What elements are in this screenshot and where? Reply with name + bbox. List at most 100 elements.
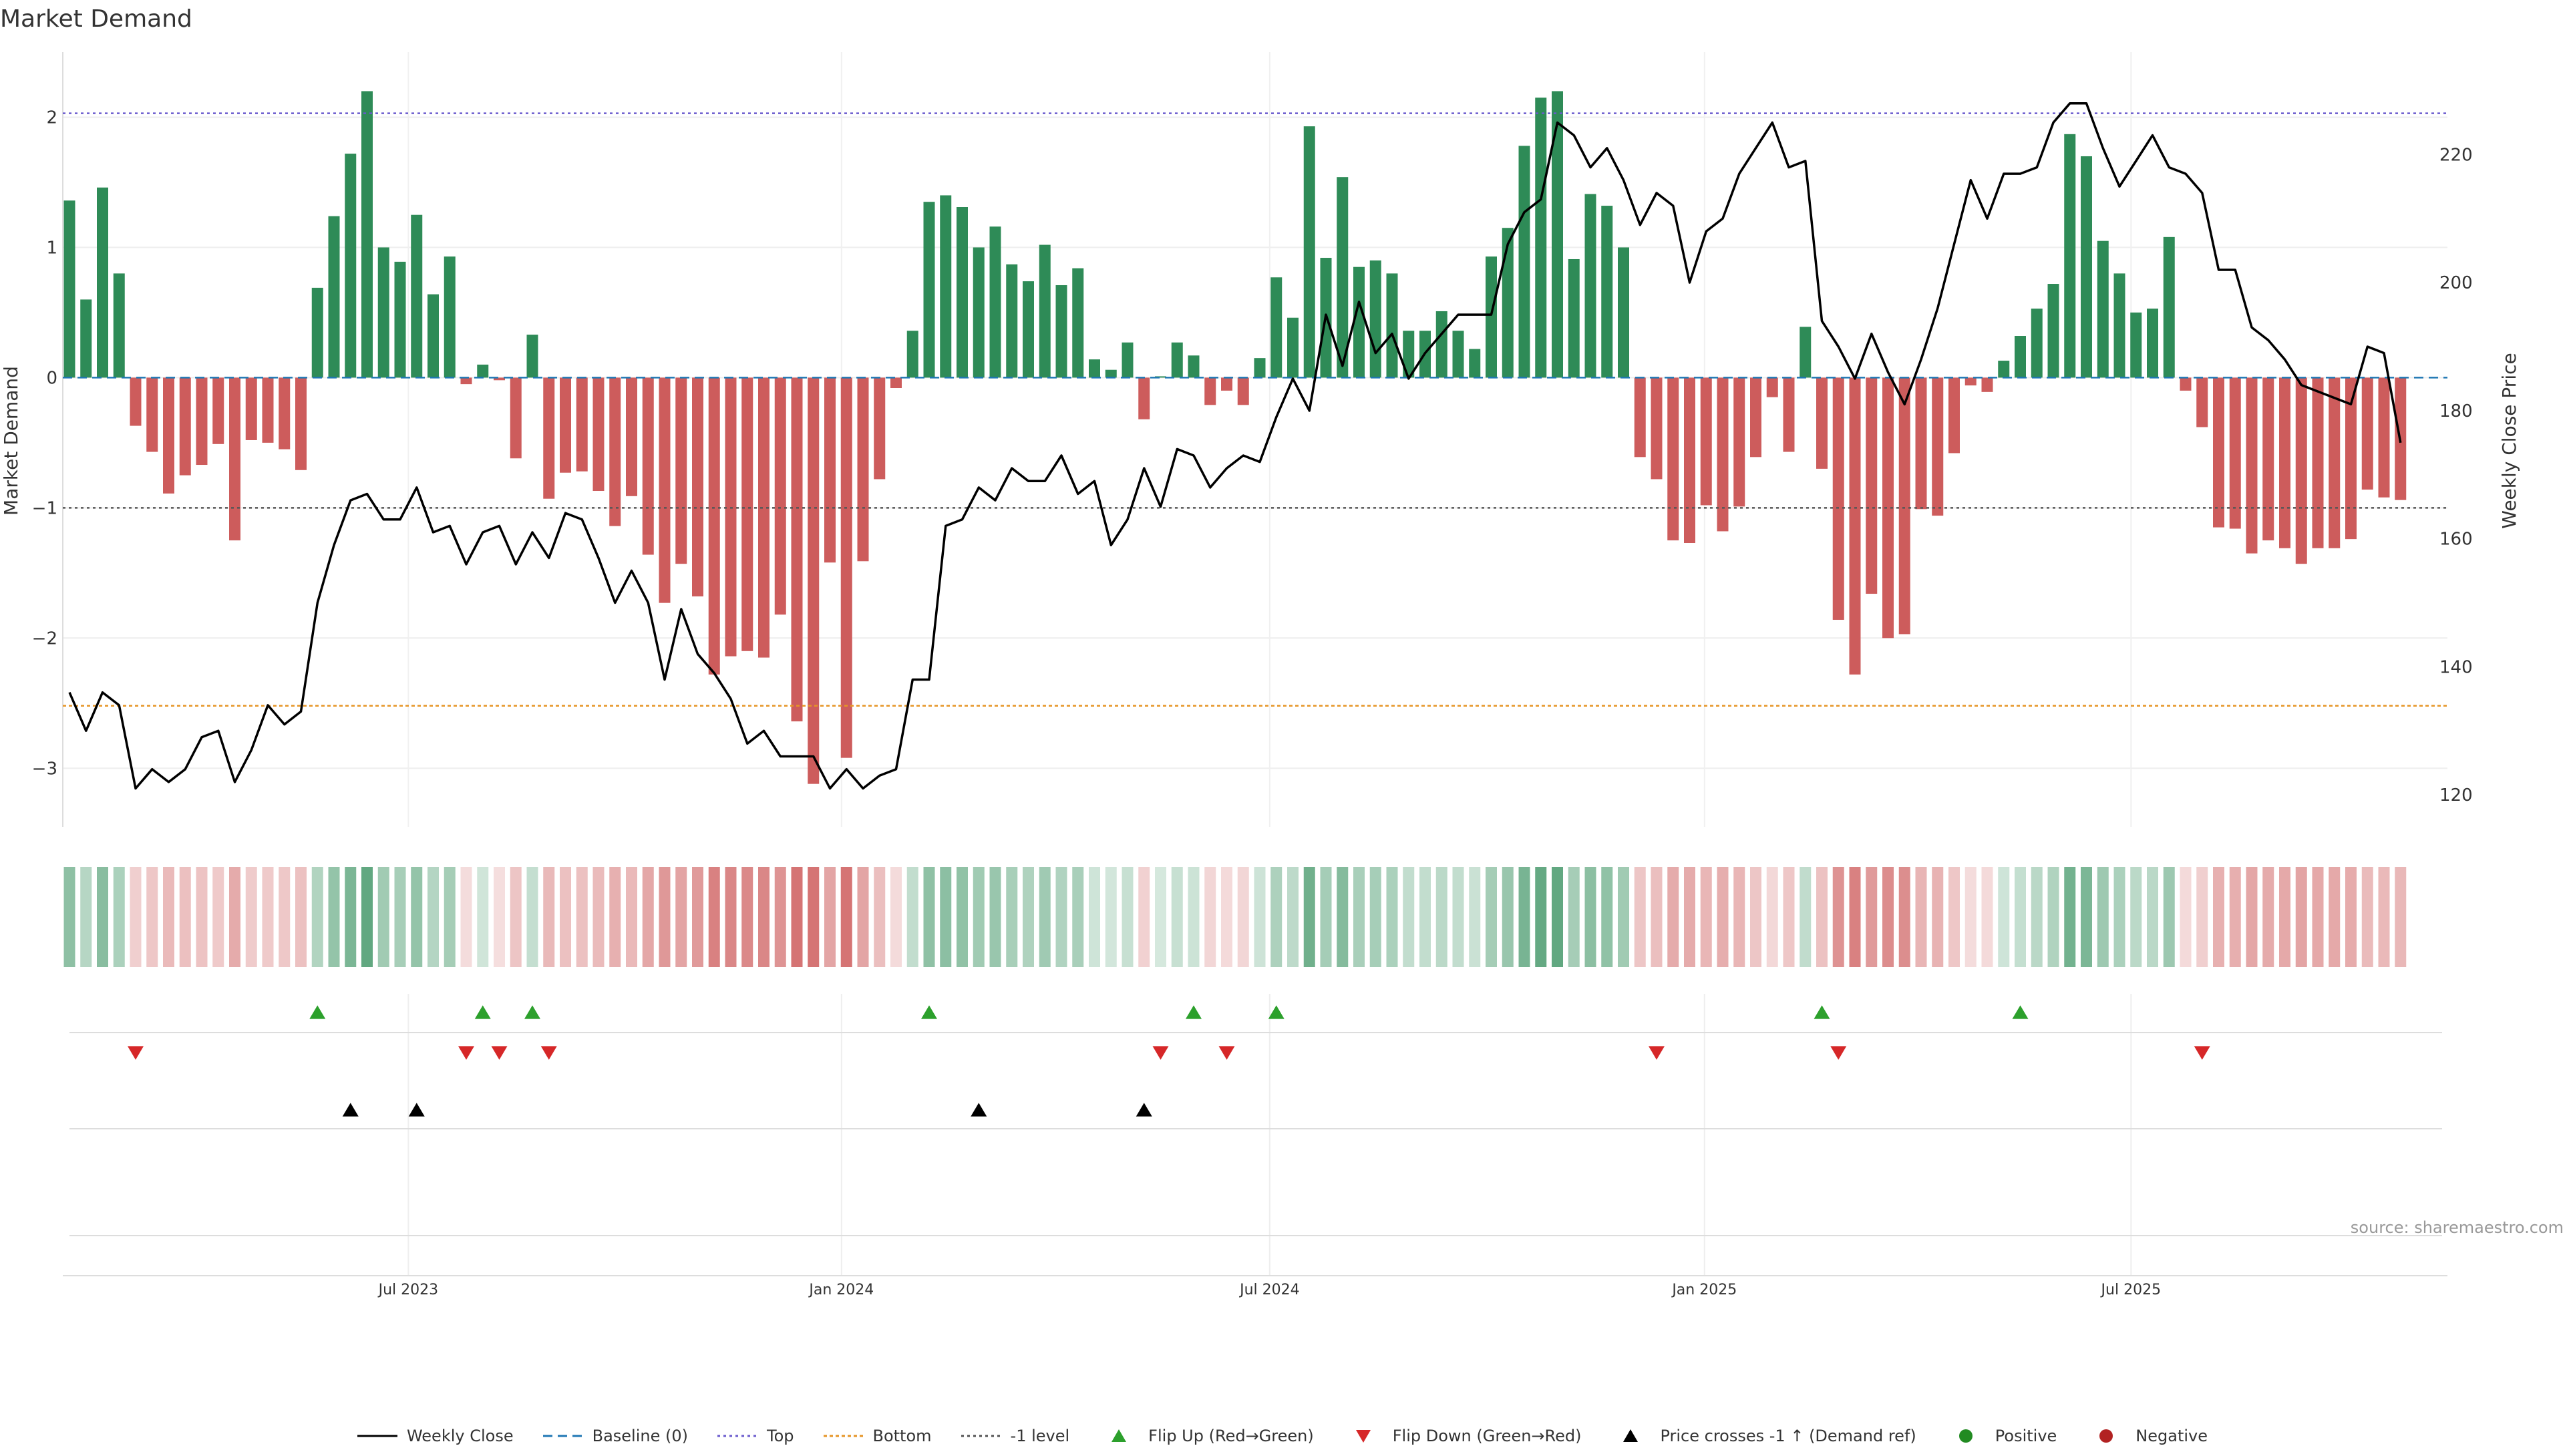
demand-bar [2147, 309, 2158, 378]
demand-bar [1866, 377, 1878, 594]
heat-cell [874, 867, 886, 967]
heat-cell [1303, 867, 1315, 967]
demand-bar [1403, 331, 1415, 378]
heat-cell [2229, 867, 2241, 967]
demand-bar [1584, 194, 1596, 378]
heat-cell [2361, 867, 2373, 967]
heat-cell [1634, 867, 1646, 967]
demand-bar [2295, 377, 2307, 564]
heat-cell [923, 867, 935, 967]
demand-bar [97, 187, 108, 378]
legend-swatch [823, 1427, 864, 1445]
demand-bar [510, 377, 522, 459]
demand-bar [592, 377, 605, 492]
heat-cell [2180, 867, 2192, 967]
legend-item-baseline: Baseline (0) [542, 1427, 688, 1445]
demand-bar [2345, 377, 2357, 540]
legend-label: Flip Down (Green→Red) [1392, 1427, 1582, 1445]
demand-bar [2130, 312, 2142, 378]
demand-bar [2262, 377, 2274, 541]
legend-swatch [1610, 1427, 1651, 1445]
legend-swatch [1343, 1427, 1383, 1445]
y2-tick-label: 120 [2439, 785, 2473, 805]
heat-cell [428, 867, 439, 967]
demand-bar [245, 377, 257, 440]
flip-down-marker [1830, 1046, 1847, 1060]
demand-bar [1055, 285, 1067, 378]
heat-cell [295, 867, 307, 967]
price-cross-marker [408, 1103, 425, 1117]
demand-bar [63, 200, 75, 378]
legend-item-minus-one: -1 level [961, 1427, 1069, 1445]
demand-bar [2279, 377, 2290, 548]
legend-swatch [542, 1427, 583, 1445]
heat-cell [906, 867, 918, 967]
demand-bar [675, 377, 687, 564]
demand-bar [2378, 377, 2390, 498]
heat-cell [2312, 867, 2324, 967]
demand-bar [824, 377, 836, 563]
flip-up-marker [524, 1005, 540, 1019]
heat-cell [1981, 867, 1993, 967]
legend-item-flip-down: Flip Down (Green→Red) [1343, 1427, 1582, 1445]
demand-bar [576, 377, 588, 472]
legend-swatch [717, 1427, 757, 1445]
demand-bar [1089, 359, 1100, 378]
heat-cell [1138, 867, 1150, 967]
heat-cell [1221, 867, 1232, 967]
heat-cell [1435, 867, 1447, 967]
demand-bar [2097, 240, 2109, 378]
heat-cell [212, 867, 224, 967]
heat-cell [1800, 867, 1812, 967]
legend-label: Bottom [872, 1427, 932, 1445]
heat-cell [63, 867, 75, 967]
heat-cell [1337, 867, 1349, 967]
demand-bar [2329, 377, 2341, 548]
demand-bar [1072, 268, 1084, 378]
heat-cell [377, 867, 389, 967]
demand-bar [1237, 377, 1249, 405]
heat-cell [1055, 867, 1067, 967]
demand-bar [874, 377, 886, 480]
legend-swatch [961, 1427, 1001, 1445]
demand-bar [1023, 281, 1034, 378]
flip-down-marker [1218, 1046, 1235, 1060]
demand-bar [2213, 377, 2224, 528]
demand-bar [1981, 377, 1993, 392]
demand-bar [1717, 377, 1729, 532]
demand-bar [428, 294, 439, 378]
demand-bar [1386, 273, 1398, 378]
flip-down-marker [1649, 1046, 1665, 1060]
heat-cell [675, 867, 687, 967]
price-cross-marker [342, 1103, 359, 1117]
y2-tick-label: 140 [2439, 657, 2473, 677]
demand-bar [1601, 206, 1613, 378]
demand-bar [957, 207, 968, 378]
heat-cell [940, 867, 952, 967]
heat-cell [1518, 867, 1530, 967]
heat-cell [1072, 867, 1084, 967]
demand-bar [345, 154, 357, 378]
demand-bar [377, 247, 389, 378]
demand-bar [1502, 228, 1514, 378]
legend-swatch [1946, 1427, 1986, 1445]
heat-cell [774, 867, 786, 967]
heat-cell [1998, 867, 2010, 967]
demand-bar [163, 377, 174, 494]
demand-bar [1469, 349, 1481, 378]
heat-cell [1684, 867, 1695, 967]
demand-bar [2180, 377, 2192, 391]
heat-cell [1898, 867, 1910, 967]
demand-bar [1254, 358, 1266, 378]
heat-cell [2163, 867, 2175, 967]
demand-bar [1287, 317, 1299, 378]
flip-up-marker [1268, 1005, 1285, 1019]
demand-bar [940, 195, 952, 378]
demand-bar [262, 377, 274, 443]
heat-cell [1204, 867, 1216, 967]
heat-cell [311, 867, 323, 967]
demand-bar [279, 377, 291, 449]
heat-cell [394, 867, 406, 967]
demand-bar [1188, 355, 1200, 378]
heat-cell [2395, 867, 2407, 967]
